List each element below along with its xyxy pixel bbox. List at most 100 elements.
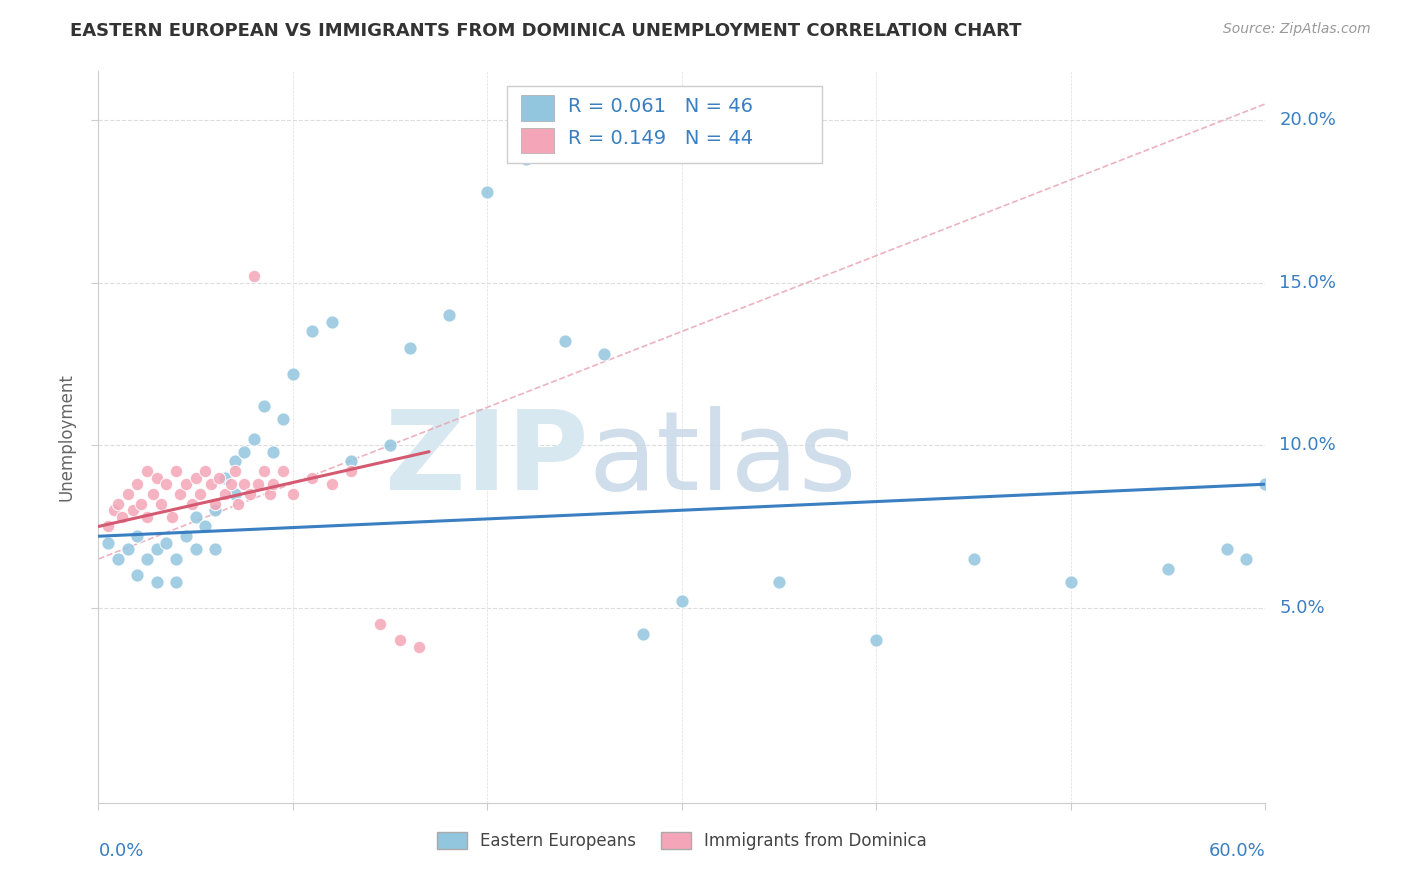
Point	[281, 487, 304, 501]
Point	[224, 487, 246, 501]
Text: atlas: atlas	[589, 406, 858, 513]
FancyBboxPatch shape	[520, 95, 554, 121]
Point	[103, 503, 125, 517]
Point	[107, 497, 129, 511]
Point	[321, 315, 343, 329]
Text: R = 0.149   N = 44: R = 0.149 N = 44	[568, 129, 752, 148]
Text: 0.0%: 0.0%	[98, 842, 143, 860]
Text: R = 0.061   N = 46: R = 0.061 N = 46	[568, 97, 752, 116]
Legend: Eastern Europeans, Immigrants from Dominica: Eastern Europeans, Immigrants from Domin…	[430, 825, 934, 856]
Point	[136, 509, 159, 524]
Point	[239, 487, 262, 501]
Point	[477, 185, 499, 199]
Point	[194, 519, 217, 533]
Point	[107, 552, 129, 566]
Point	[962, 552, 984, 566]
Point	[408, 640, 430, 654]
Point	[271, 464, 294, 478]
Point	[259, 487, 281, 501]
Point	[262, 444, 284, 458]
Point	[174, 529, 197, 543]
Point	[1254, 477, 1277, 491]
Point	[127, 568, 149, 582]
Point	[437, 308, 460, 322]
Point	[122, 503, 145, 517]
Y-axis label: Unemployment: Unemployment	[58, 373, 76, 501]
Point	[224, 464, 246, 478]
Point	[281, 367, 304, 381]
Point	[200, 477, 222, 491]
Point	[155, 477, 177, 491]
Point	[184, 471, 207, 485]
Point	[174, 477, 197, 491]
Point	[188, 487, 211, 501]
Point	[370, 617, 392, 632]
Point	[127, 477, 149, 491]
FancyBboxPatch shape	[508, 86, 823, 163]
Point	[204, 542, 226, 557]
Point	[208, 471, 231, 485]
Point	[301, 325, 323, 339]
Point	[398, 341, 420, 355]
Point	[301, 471, 323, 485]
Point	[321, 477, 343, 491]
Text: 15.0%: 15.0%	[1279, 274, 1336, 292]
Point	[593, 347, 616, 361]
Point	[194, 464, 217, 478]
Point	[271, 412, 294, 426]
Point	[146, 574, 169, 589]
Point	[243, 269, 266, 284]
Point	[117, 542, 139, 557]
Point	[253, 464, 276, 478]
Point	[149, 497, 172, 511]
Point	[146, 542, 169, 557]
Point	[631, 626, 654, 640]
Point	[865, 633, 887, 648]
Point	[97, 535, 120, 549]
Point	[165, 464, 187, 478]
Text: 60.0%: 60.0%	[1209, 842, 1265, 860]
Point	[214, 471, 236, 485]
Point	[219, 477, 242, 491]
Point	[129, 497, 152, 511]
Point	[136, 552, 159, 566]
Point	[97, 519, 120, 533]
Point	[169, 487, 191, 501]
Point	[204, 503, 226, 517]
Text: Source: ZipAtlas.com: Source: ZipAtlas.com	[1223, 22, 1371, 37]
Point	[162, 509, 184, 524]
Point	[204, 497, 226, 511]
Point	[142, 487, 165, 501]
Point	[262, 477, 284, 491]
Point	[380, 438, 402, 452]
Point	[246, 477, 269, 491]
Point	[214, 487, 236, 501]
Point	[388, 633, 411, 648]
Point	[155, 535, 177, 549]
Point	[768, 574, 790, 589]
Point	[111, 509, 134, 524]
Point	[1215, 542, 1237, 557]
Point	[146, 471, 169, 485]
Text: ZIP: ZIP	[385, 406, 589, 513]
Point	[136, 464, 159, 478]
Point	[184, 542, 207, 557]
Point	[180, 497, 202, 511]
Point	[165, 552, 187, 566]
Point	[515, 152, 537, 166]
Point	[233, 444, 256, 458]
Text: EASTERN EUROPEAN VS IMMIGRANTS FROM DOMINICA UNEMPLOYMENT CORRELATION CHART: EASTERN EUROPEAN VS IMMIGRANTS FROM DOMI…	[70, 22, 1022, 40]
Point	[184, 509, 207, 524]
Point	[1234, 552, 1257, 566]
Text: 5.0%: 5.0%	[1279, 599, 1324, 616]
Point	[165, 574, 187, 589]
Point	[1060, 574, 1083, 589]
Point	[233, 477, 256, 491]
Point	[224, 454, 246, 468]
Point	[1157, 562, 1180, 576]
Point	[253, 399, 276, 413]
Text: 20.0%: 20.0%	[1279, 112, 1336, 129]
Point	[117, 487, 139, 501]
Text: 10.0%: 10.0%	[1279, 436, 1336, 454]
Point	[243, 432, 266, 446]
